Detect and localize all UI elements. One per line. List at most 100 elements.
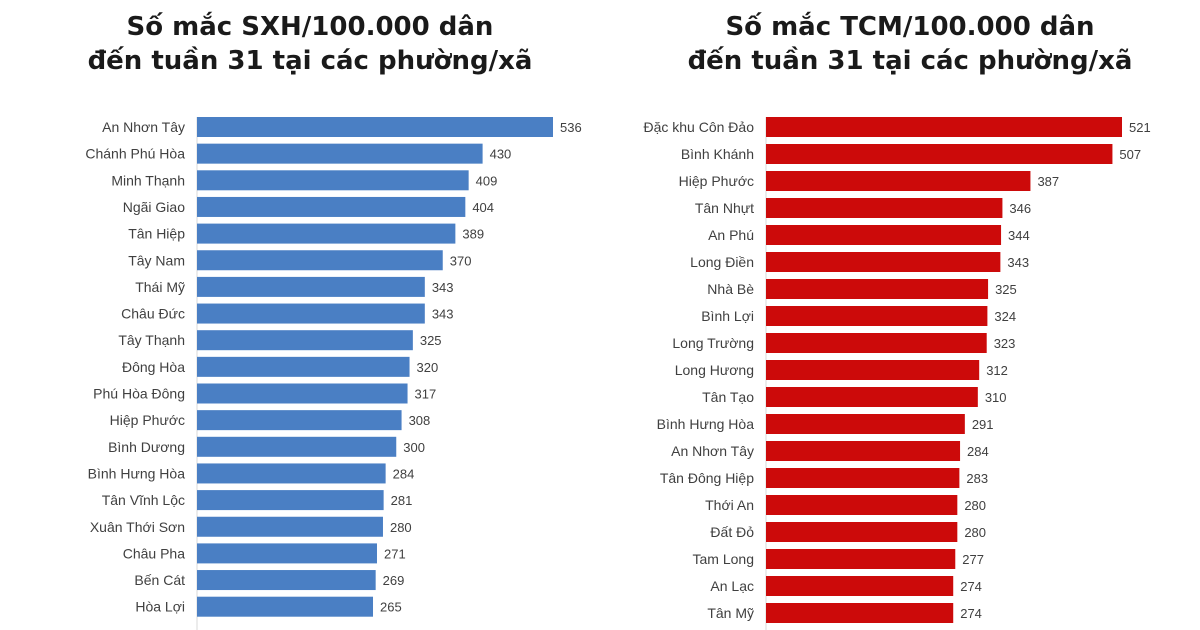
left-category-label: An Nhơn Tây: [102, 119, 185, 135]
left-category-label: Thái Mỹ: [135, 279, 185, 295]
left-value-label: 370: [450, 253, 472, 268]
right-category-label: Hiệp Phước: [679, 173, 754, 189]
left-category-label: Phú Hòa Đông: [93, 386, 185, 402]
right-bar: [766, 414, 965, 434]
right-value-label: 344: [1008, 228, 1030, 243]
right-bar: [766, 387, 978, 407]
right-value-label: 312: [986, 363, 1008, 378]
right-category-label: Tam Long: [693, 551, 754, 567]
left-bar: [197, 303, 425, 324]
right-category-label: An Phú: [708, 227, 754, 243]
right-value-label: 291: [972, 417, 994, 432]
right-bar: [766, 468, 960, 488]
left-bar: [197, 223, 456, 244]
left-category-label: Hiệp Phước: [110, 412, 185, 428]
left-category-label: Hòa Lợi: [135, 599, 185, 615]
right-value-label: 274: [960, 579, 982, 594]
left-chart-title-line1: Số mắc SXH/100.000 dân: [126, 12, 494, 42]
left-bar: [197, 490, 384, 511]
left-category-label: Minh Thạnh: [111, 172, 185, 188]
right-bar: [766, 225, 1002, 245]
right-category-label: An Nhơn Tây: [671, 443, 754, 459]
left-value-label: 430: [490, 147, 512, 162]
left-bar: [197, 383, 408, 404]
right-value-label: 346: [1009, 201, 1031, 216]
left-bar: [197, 410, 402, 431]
left-value-label: 409: [476, 173, 498, 188]
right-value-label: 323: [994, 336, 1016, 351]
left-bar: [197, 570, 376, 591]
left-value-label: 284: [393, 466, 415, 481]
right-bar: [766, 603, 954, 623]
left-value-label: 269: [383, 573, 405, 588]
right-chart-panel: Số mắc TCM/100.000 dân đến tuần 31 tại c…: [620, 0, 1200, 630]
right-category-label: Tân Đông Hiệp: [660, 470, 754, 486]
left-value-label: 308: [409, 413, 431, 428]
right-bar: [766, 522, 958, 542]
right-value-label: 274: [960, 606, 982, 621]
right-chart-title-line1: Số mắc TCM/100.000 dân: [725, 12, 1095, 42]
right-bar: [766, 306, 988, 326]
left-bar: [197, 356, 410, 377]
left-category-label: Tân Hiệp: [128, 226, 185, 242]
left-bar-chart: An Nhơn Tây 536 Chánh Phú Hòa 430 Minh Thạnh…: [85, 117, 582, 630]
left-bar: [197, 463, 386, 484]
right-bar: [766, 144, 1113, 164]
left-category-label: Bình Dương: [108, 439, 185, 455]
left-value-label: 320: [417, 360, 439, 375]
right-chart-title: Số mắc TCM/100.000 dân đến tuần 31 tại c…: [620, 10, 1200, 78]
right-category-label: Đặc khu Côn Đảo: [643, 119, 754, 135]
right-bar-chart: Đặc khu Côn Đảo 521 Bình Khánh 507 Hiệp Phướ…: [643, 117, 1151, 630]
left-value-label: 265: [380, 600, 402, 615]
left-chart-panel: Số mắc SXH/100.000 dân đến tuần 31 tại c…: [85, 12, 582, 630]
right-bar: [766, 279, 989, 299]
right-category-label: Tân Mỹ: [707, 605, 754, 621]
right-category-label: Tân Nhựt: [695, 200, 754, 216]
right-bar: [766, 441, 961, 461]
left-category-label: Chánh Phú Hòa: [85, 146, 185, 162]
right-value-label: 521: [1129, 120, 1151, 135]
left-bar: [197, 170, 469, 191]
left-category-label: Ngãi Giao: [123, 199, 185, 215]
left-value-label: 536: [560, 120, 582, 135]
right-value-label: 277: [962, 552, 984, 567]
right-category-label: Tân Tạo: [702, 389, 754, 405]
left-bar: [197, 143, 483, 164]
right-value-label: 343: [1007, 255, 1029, 270]
right-bar: [766, 333, 987, 353]
left-value-label: 389: [462, 227, 484, 242]
left-bar: [197, 250, 443, 271]
left-value-label: 271: [384, 546, 406, 561]
right-bar: [766, 117, 1122, 137]
left-bar: [197, 196, 466, 217]
right-value-label: 283: [966, 471, 988, 486]
right-bar: [766, 360, 980, 380]
left-category-label: Bình Hưng Hòa: [88, 465, 186, 481]
right-category-label: Long Trường: [672, 335, 754, 351]
left-bar: [197, 276, 425, 297]
left-bar: [197, 117, 553, 137]
left-category-label: Đông Hòa: [122, 359, 185, 375]
left-bar: [197, 436, 397, 457]
right-category-label: Nhà Bè: [707, 281, 754, 297]
right-category-label: Long Điền: [690, 254, 754, 270]
left-category-label: Xuân Thới Sơn: [90, 519, 185, 535]
left-category-label: Tây Thạnh: [118, 332, 185, 348]
right-bar: [766, 171, 1031, 191]
right-value-label: 280: [964, 525, 986, 540]
right-category-label: Thới An: [705, 497, 754, 513]
right-value-label: 310: [985, 390, 1007, 405]
right-value-label: 284: [967, 444, 989, 459]
right-bar: [766, 495, 958, 515]
left-category-label: Bến Cát: [134, 572, 185, 588]
left-value-label: 281: [391, 493, 413, 508]
right-category-label: Bình Lợi: [701, 308, 754, 324]
left-value-label: 317: [415, 387, 437, 402]
right-chart-title-line2: đến tuần 31 tại các phường/xã: [687, 46, 1133, 76]
right-bar: [766, 198, 1003, 218]
right-value-label: 280: [964, 498, 986, 513]
left-chart-title-line2: đến tuần 31 tại các phường/xã: [87, 46, 533, 76]
left-category-label: Châu Pha: [123, 545, 185, 561]
left-value-label: 280: [390, 520, 412, 535]
left-category-label: Tây Nam: [128, 252, 185, 268]
